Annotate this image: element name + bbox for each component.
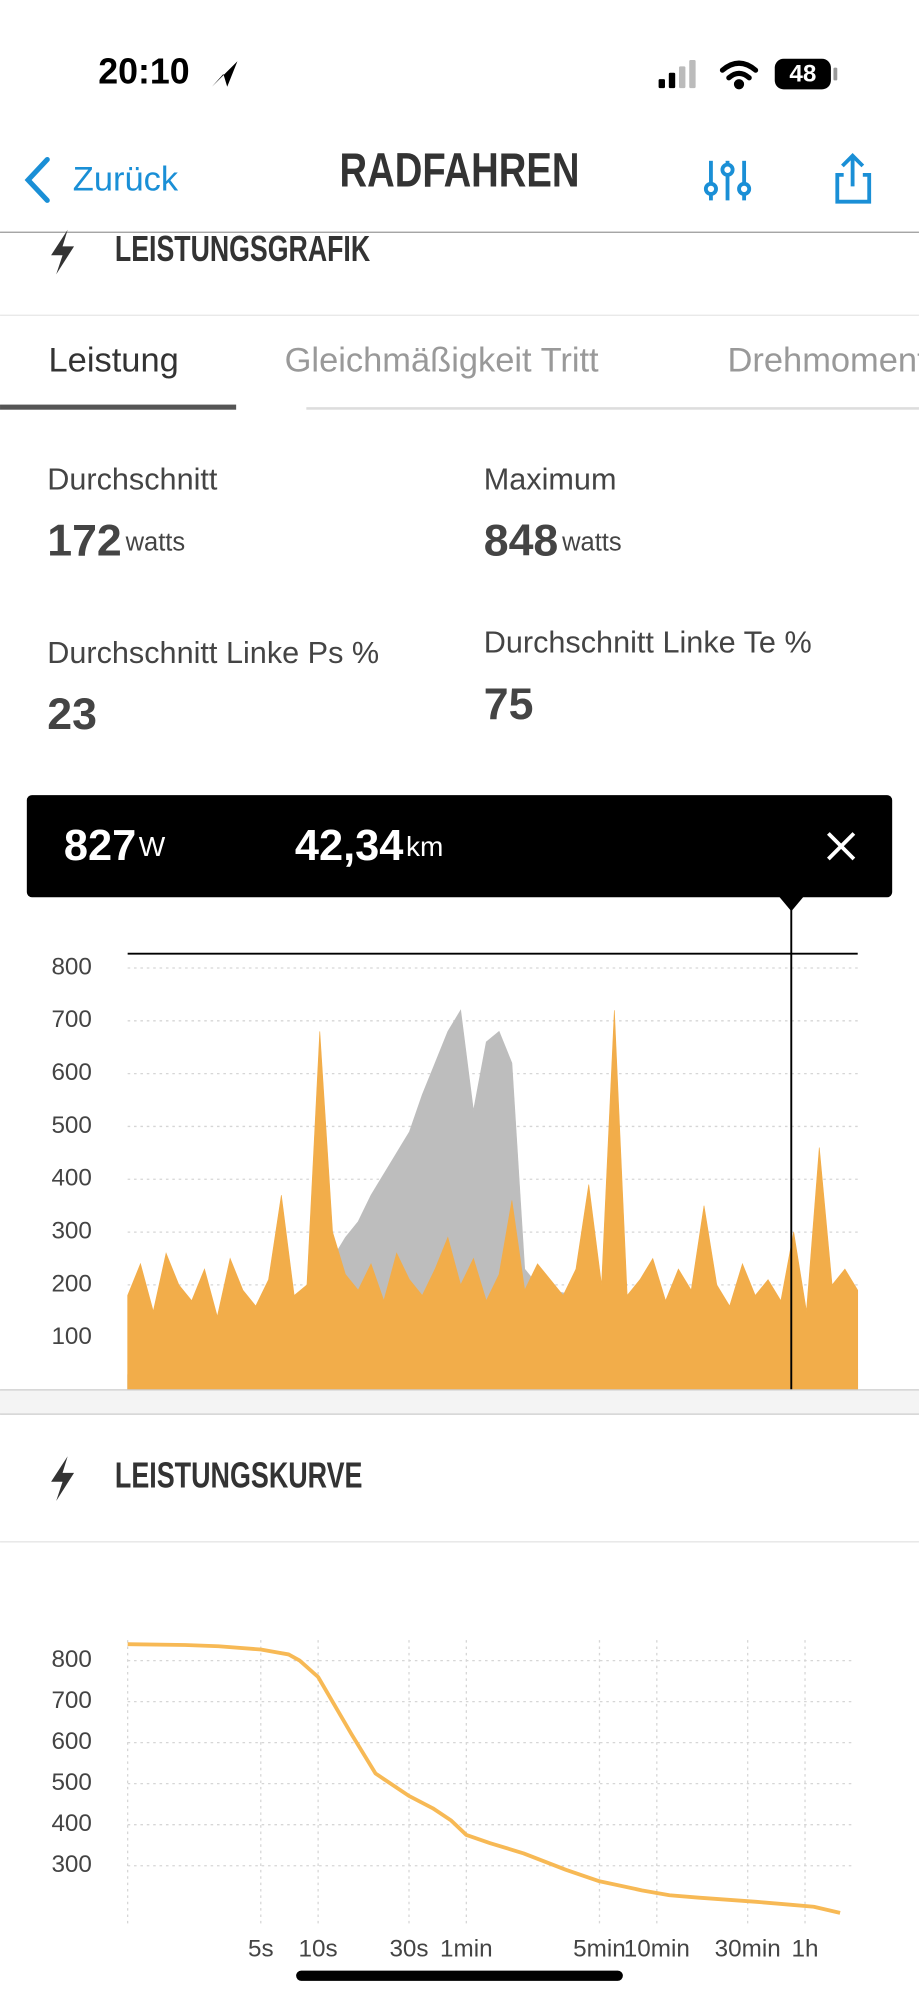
x-tick-label: 10min	[624, 1936, 690, 1963]
home-indicator	[296, 1970, 623, 1981]
tooltip-unit: km	[406, 831, 443, 862]
battery-level: 48	[789, 61, 816, 88]
x-tick-label: 5s	[248, 1936, 274, 1963]
y-tick-label: 300	[51, 1217, 91, 1244]
bolt-icon	[51, 229, 75, 275]
y-tick-label: 500	[51, 1769, 91, 1796]
x-tick-label: 1h	[792, 1936, 819, 1963]
tab-indicator	[0, 404, 237, 410]
tooltip-pointer	[778, 895, 805, 912]
tooltip-distance: 42,34 km	[295, 822, 444, 870]
stat-number: 172	[47, 517, 122, 566]
power-chart: 100 200 300 400 500 600 700 800	[51, 908, 859, 1391]
y-tick-label: 400	[51, 1810, 91, 1837]
x-tick-label: 30s	[389, 1936, 428, 1963]
x-tick-label: 10s	[299, 1936, 338, 1963]
area	[127, 1010, 859, 1391]
tooltip-number: 42,34	[295, 822, 404, 870]
y-tick-label: 500	[51, 1112, 91, 1139]
stat-unit: watts	[561, 528, 622, 556]
x-tick-label: 1min	[440, 1936, 493, 1963]
stat-number: 23	[47, 690, 97, 739]
close-button[interactable]	[827, 832, 856, 861]
stat-value: 848 watts	[484, 517, 622, 566]
y-tick-label: 600	[51, 1728, 91, 1755]
section-title: LEISTUNGSGRAFIK	[115, 229, 370, 269]
y-tick-label: 700	[51, 1006, 91, 1033]
tab[interactable]: Drehmoment	[728, 342, 919, 380]
y-tick-label: 100	[51, 1323, 91, 1350]
wifi-icon	[719, 60, 759, 90]
battery-tip	[833, 67, 838, 81]
y-tick-label: 600	[51, 1059, 91, 1086]
stat-number: 75	[484, 680, 534, 729]
battery-icon	[774, 58, 831, 90]
filter-button[interactable]	[703, 160, 752, 201]
x-tick-label: 30min	[715, 1936, 781, 1963]
separator-band	[0, 1389, 919, 1415]
location-icon	[211, 61, 238, 87]
tab-track	[306, 407, 919, 410]
y-tick-label: 200	[51, 1270, 91, 1297]
tooltip-power: 827 W	[64, 822, 166, 870]
stat-label: Durchschnitt Linke Te %	[484, 626, 812, 660]
signal-icon	[658, 59, 696, 89]
nav-title: RADFAHREN	[340, 143, 580, 197]
section-title: LEISTUNGSKURVE	[115, 1455, 363, 1495]
status-time: 20:10	[98, 51, 189, 91]
y-tick-label: 300	[51, 1851, 91, 1878]
tab[interactable]: Gleichmäßigkeit Tritt	[285, 342, 599, 380]
stat-label: Durchschnitt	[47, 462, 218, 496]
y-tick-label: 800	[51, 1646, 91, 1673]
bolt-icon	[51, 1456, 75, 1501]
tooltip-number: 827	[64, 822, 136, 870]
back-chevron[interactable]	[24, 156, 50, 203]
tooltip-unit: W	[139, 831, 166, 862]
stat-value: 172 watts	[47, 517, 185, 566]
stat-number: 848	[484, 517, 559, 566]
tab-active[interactable]: Leistung	[49, 342, 179, 380]
back-button[interactable]: Zurück	[73, 160, 179, 198]
stat-label: Durchschnitt Linke Ps %	[47, 636, 379, 670]
curve	[127, 1642, 841, 1915]
stat-label: Maximum	[484, 462, 617, 496]
stat-unit: watts	[125, 528, 186, 556]
share-button[interactable]	[835, 153, 872, 204]
x-tick-label: 5min	[573, 1936, 626, 1963]
y-tick-label: 400	[51, 1165, 91, 1192]
y-tick-label: 800	[51, 953, 91, 980]
tooltip	[26, 795, 893, 898]
y-tick-label: 700	[51, 1687, 91, 1714]
